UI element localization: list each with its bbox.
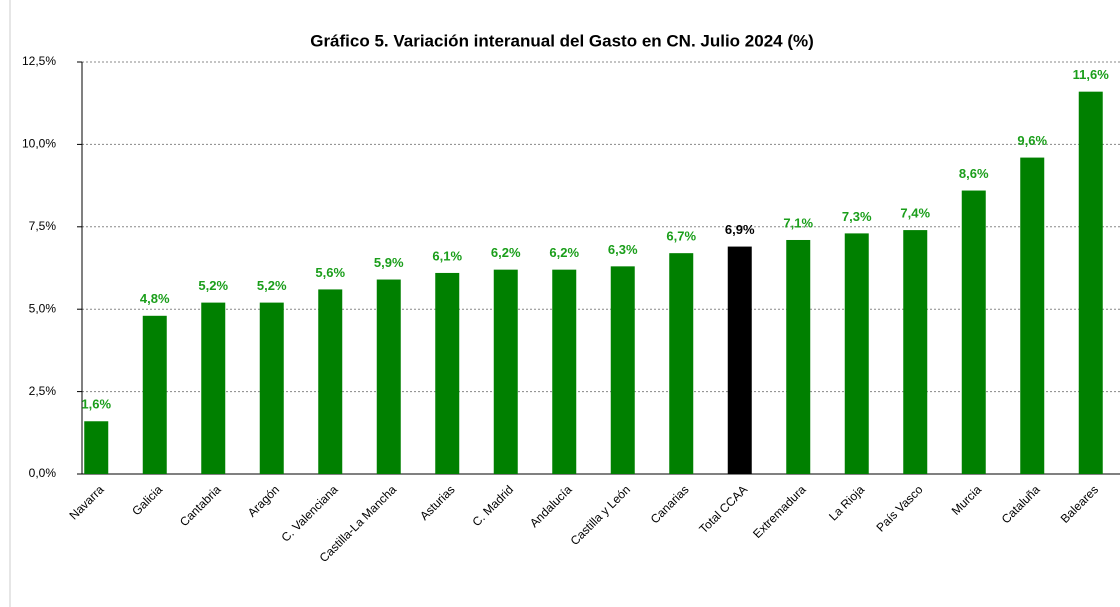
value-label: 5,2%: [257, 278, 287, 293]
bar: [903, 230, 928, 474]
bar: [844, 233, 869, 474]
x-tick-label: Castilla y León: [568, 482, 634, 548]
bar: [786, 239, 811, 474]
value-label: 5,6%: [315, 265, 345, 280]
bar: [318, 289, 343, 474]
x-tick-label: Navarra: [67, 482, 107, 522]
x-tick-label: Cantabria: [177, 482, 224, 529]
x-tick-label: C. Valenciana: [279, 482, 341, 544]
chart-title: Gráfico 5. Variación interanual del Gast…: [310, 31, 814, 50]
y-tick-label: 0,0%: [29, 466, 57, 480]
y-tick-label: 10,0%: [22, 137, 56, 151]
x-tick-label: Asturias: [417, 482, 458, 523]
bar: [142, 315, 167, 474]
bar: [201, 302, 226, 474]
value-label: 1,6%: [81, 397, 111, 412]
bar: [493, 269, 518, 474]
value-label: 8,6%: [959, 166, 989, 181]
bar: [376, 279, 401, 474]
value-label: 9,6%: [1017, 133, 1047, 148]
bar: [259, 302, 284, 474]
x-tick-label: C. Madrid: [469, 482, 516, 529]
y-tick-label: 12,5%: [22, 54, 56, 68]
value-label: 6,3%: [608, 242, 638, 257]
value-label: 7,3%: [842, 209, 872, 224]
bar: [1020, 157, 1045, 475]
value-label: 6,9%: [725, 222, 755, 237]
value-label: 6,2%: [491, 245, 521, 260]
y-tick-label: 7,5%: [29, 219, 57, 233]
y-tick-label: 2,5%: [29, 384, 57, 398]
x-tick-label: Galicia: [129, 482, 165, 518]
value-label: 6,7%: [666, 229, 696, 244]
x-tick-label: Total CCAA: [696, 482, 750, 536]
bar: [552, 269, 577, 474]
x-tick-label: Cataluña: [999, 482, 1043, 526]
value-label: 7,1%: [783, 215, 813, 230]
value-label: 5,9%: [374, 255, 404, 270]
x-tick-label: Murcia: [949, 482, 985, 518]
x-tick-label: Andalucía: [527, 482, 575, 530]
bar: [961, 190, 986, 474]
x-tick-label: La Rioja: [826, 482, 867, 523]
y-tick-label: 5,0%: [29, 301, 57, 315]
bar: [1078, 91, 1103, 474]
x-tick-label: Extremadura: [750, 482, 809, 541]
x-tick-label: Canarias: [648, 482, 692, 526]
bar: [84, 421, 109, 474]
bar: [610, 266, 635, 474]
bar: [435, 272, 460, 474]
value-label: 6,2%: [549, 245, 579, 260]
bar: [669, 253, 694, 474]
x-tick-label: Baleares: [1058, 482, 1101, 525]
bar: [727, 246, 752, 474]
value-label: 7,4%: [900, 206, 930, 221]
value-label: 6,1%: [432, 248, 462, 263]
value-label: 11,6%: [1073, 67, 1110, 82]
value-label: 4,8%: [140, 291, 170, 306]
x-tick-label: País Vasco: [873, 482, 925, 534]
x-tick-label: Aragón: [245, 482, 282, 519]
value-label: 5,2%: [198, 278, 228, 293]
